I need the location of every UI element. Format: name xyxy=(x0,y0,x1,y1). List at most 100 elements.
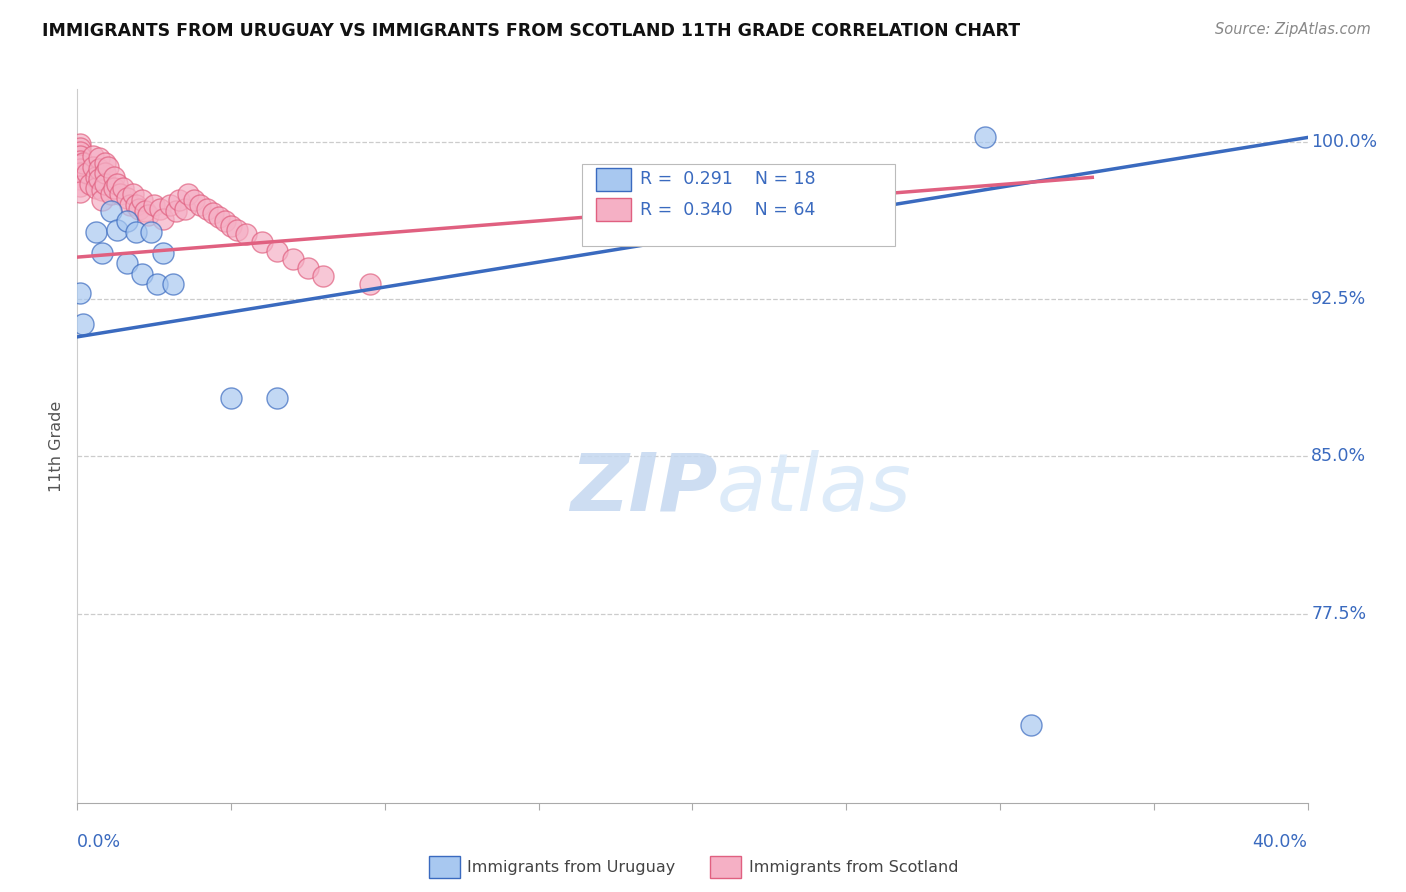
Point xyxy=(183,194,205,208)
Point xyxy=(159,197,181,211)
Point xyxy=(174,202,197,216)
Point xyxy=(250,235,273,250)
Point xyxy=(121,187,143,202)
Text: 40.0%: 40.0% xyxy=(1253,833,1308,851)
Point xyxy=(84,170,107,185)
Point xyxy=(115,191,138,205)
Text: Source: ZipAtlas.com: Source: ZipAtlas.com xyxy=(1215,22,1371,37)
Point xyxy=(110,187,132,202)
Point xyxy=(112,181,135,195)
Point xyxy=(143,197,166,211)
Point xyxy=(69,185,91,199)
Point xyxy=(1019,718,1042,732)
Point xyxy=(177,187,200,202)
Y-axis label: 11th Grade: 11th Grade xyxy=(49,401,65,491)
Point xyxy=(128,202,150,216)
Point xyxy=(103,170,125,185)
Point xyxy=(103,181,125,195)
Point xyxy=(152,212,174,227)
Point xyxy=(125,197,148,211)
FancyBboxPatch shape xyxy=(596,168,631,191)
Point xyxy=(131,267,153,281)
Point xyxy=(297,260,319,275)
Point xyxy=(69,153,91,168)
Text: R =  0.340    N = 64: R = 0.340 N = 64 xyxy=(640,201,815,219)
Point xyxy=(69,136,91,151)
Text: Immigrants from Uruguay: Immigrants from Uruguay xyxy=(467,860,675,874)
Text: atlas: atlas xyxy=(717,450,912,528)
Point xyxy=(94,166,117,180)
Point xyxy=(69,178,91,193)
Point xyxy=(219,391,242,405)
Point xyxy=(266,244,288,258)
Point xyxy=(165,203,187,218)
Point xyxy=(266,391,288,405)
Text: Immigrants from Scotland: Immigrants from Scotland xyxy=(749,860,959,874)
Point xyxy=(90,246,114,260)
Point xyxy=(115,214,138,228)
Point xyxy=(72,155,94,169)
Point xyxy=(219,219,242,233)
Point xyxy=(69,166,91,180)
Point xyxy=(131,194,153,208)
Point xyxy=(162,277,184,292)
Point xyxy=(100,187,122,202)
Point xyxy=(100,203,122,218)
Point xyxy=(82,160,104,174)
Point xyxy=(359,277,381,292)
Point xyxy=(94,177,117,191)
Point xyxy=(312,268,335,283)
Text: ZIP: ZIP xyxy=(569,450,717,528)
Text: R =  0.291    N = 18: R = 0.291 N = 18 xyxy=(640,170,815,188)
Point xyxy=(84,225,107,239)
Point xyxy=(136,208,159,222)
Point xyxy=(214,214,236,228)
Point xyxy=(167,194,190,208)
Point xyxy=(105,177,128,191)
Point xyxy=(87,152,110,166)
Point xyxy=(149,202,172,216)
Point xyxy=(195,202,218,216)
Point xyxy=(105,223,128,237)
Point xyxy=(90,194,114,208)
Point xyxy=(76,166,98,180)
Point xyxy=(973,130,995,145)
Point xyxy=(134,203,156,218)
Point xyxy=(79,177,101,191)
Point xyxy=(125,225,148,239)
Point xyxy=(97,160,120,174)
Point xyxy=(281,252,304,267)
Point xyxy=(69,145,91,160)
FancyBboxPatch shape xyxy=(582,164,896,246)
Point xyxy=(69,285,91,300)
Point xyxy=(69,172,91,186)
Text: IMMIGRANTS FROM URUGUAY VS IMMIGRANTS FROM SCOTLAND 11TH GRADE CORRELATION CHART: IMMIGRANTS FROM URUGUAY VS IMMIGRANTS FR… xyxy=(42,22,1021,40)
Point xyxy=(82,149,104,163)
Point xyxy=(87,172,110,186)
Text: 85.0%: 85.0% xyxy=(1312,448,1367,466)
Point xyxy=(69,149,91,163)
Point xyxy=(72,318,94,332)
Text: 0.0%: 0.0% xyxy=(77,833,121,851)
Point xyxy=(94,155,117,169)
Point xyxy=(146,277,169,292)
Point xyxy=(141,225,163,239)
Point xyxy=(90,183,114,197)
Text: 92.5%: 92.5% xyxy=(1312,290,1367,308)
Point xyxy=(87,161,110,176)
Point xyxy=(208,211,231,225)
FancyBboxPatch shape xyxy=(596,198,631,221)
Text: 77.5%: 77.5% xyxy=(1312,605,1367,623)
Point xyxy=(152,246,174,260)
Point xyxy=(69,161,91,176)
Text: 100.0%: 100.0% xyxy=(1312,133,1378,151)
Point xyxy=(188,197,212,211)
Point xyxy=(201,206,224,220)
Point xyxy=(226,223,249,237)
Point xyxy=(69,141,91,155)
Point xyxy=(115,256,138,270)
Point xyxy=(235,227,257,241)
Point xyxy=(69,158,91,172)
Point xyxy=(118,197,141,211)
Point xyxy=(84,181,107,195)
